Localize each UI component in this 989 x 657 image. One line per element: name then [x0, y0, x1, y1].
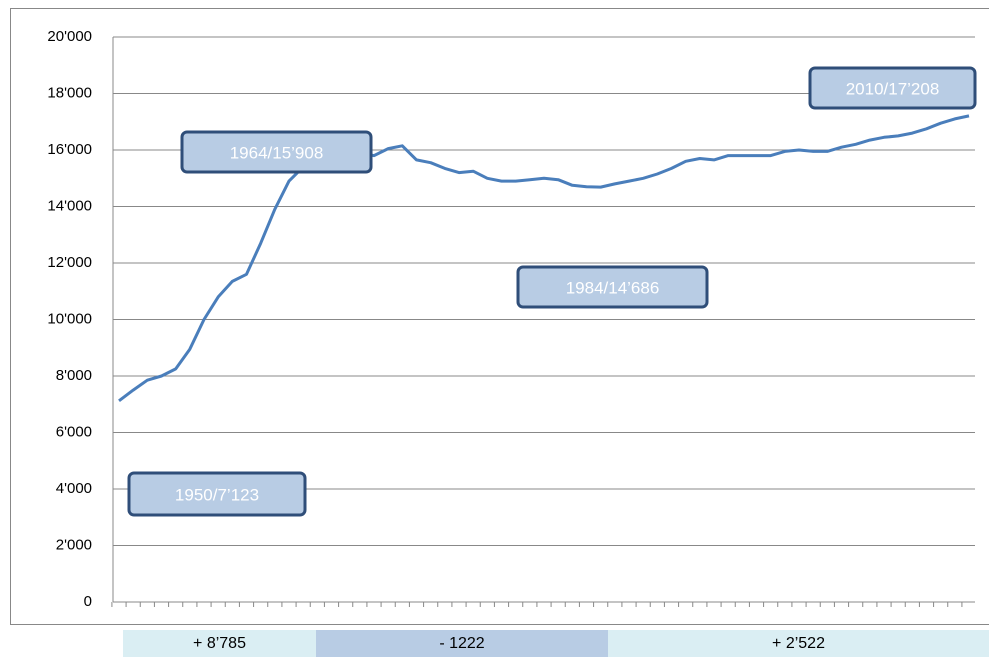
chart-frame	[10, 8, 989, 625]
band-label: - 1222	[439, 635, 484, 652]
y-tick-label: 2'000	[56, 536, 92, 553]
y-tick-label: 16'000	[47, 141, 92, 158]
annotation: 1984/14’686	[566, 278, 660, 297]
annotation-box	[180, 130, 373, 174]
y-tick-label: 18'000	[47, 84, 92, 101]
y-tick-label: 0	[84, 593, 92, 610]
band	[123, 630, 316, 657]
y-tick-label: 12'000	[47, 254, 92, 271]
annotation-box	[127, 471, 307, 517]
y-tick-label: 6'000	[56, 423, 92, 440]
y-tick-label: 20'000	[47, 28, 92, 45]
band-label: + 2’522	[772, 635, 825, 652]
annotation: 1950/7’123	[175, 485, 259, 504]
band	[316, 630, 608, 657]
y-tick-label: 10'000	[47, 310, 92, 327]
y-tick-label: 14'000	[47, 197, 92, 214]
band-label: + 8’785	[193, 635, 246, 652]
y-tick-label: 4'000	[56, 480, 92, 497]
y-tick-label: 8'000	[56, 367, 92, 384]
annotation-box	[516, 265, 709, 309]
band	[608, 630, 989, 657]
annotation-box	[808, 66, 977, 110]
annotation: 1964/15’908	[230, 143, 324, 162]
line	[118, 114, 970, 402]
annotation: 2010/17’208	[846, 79, 940, 98]
